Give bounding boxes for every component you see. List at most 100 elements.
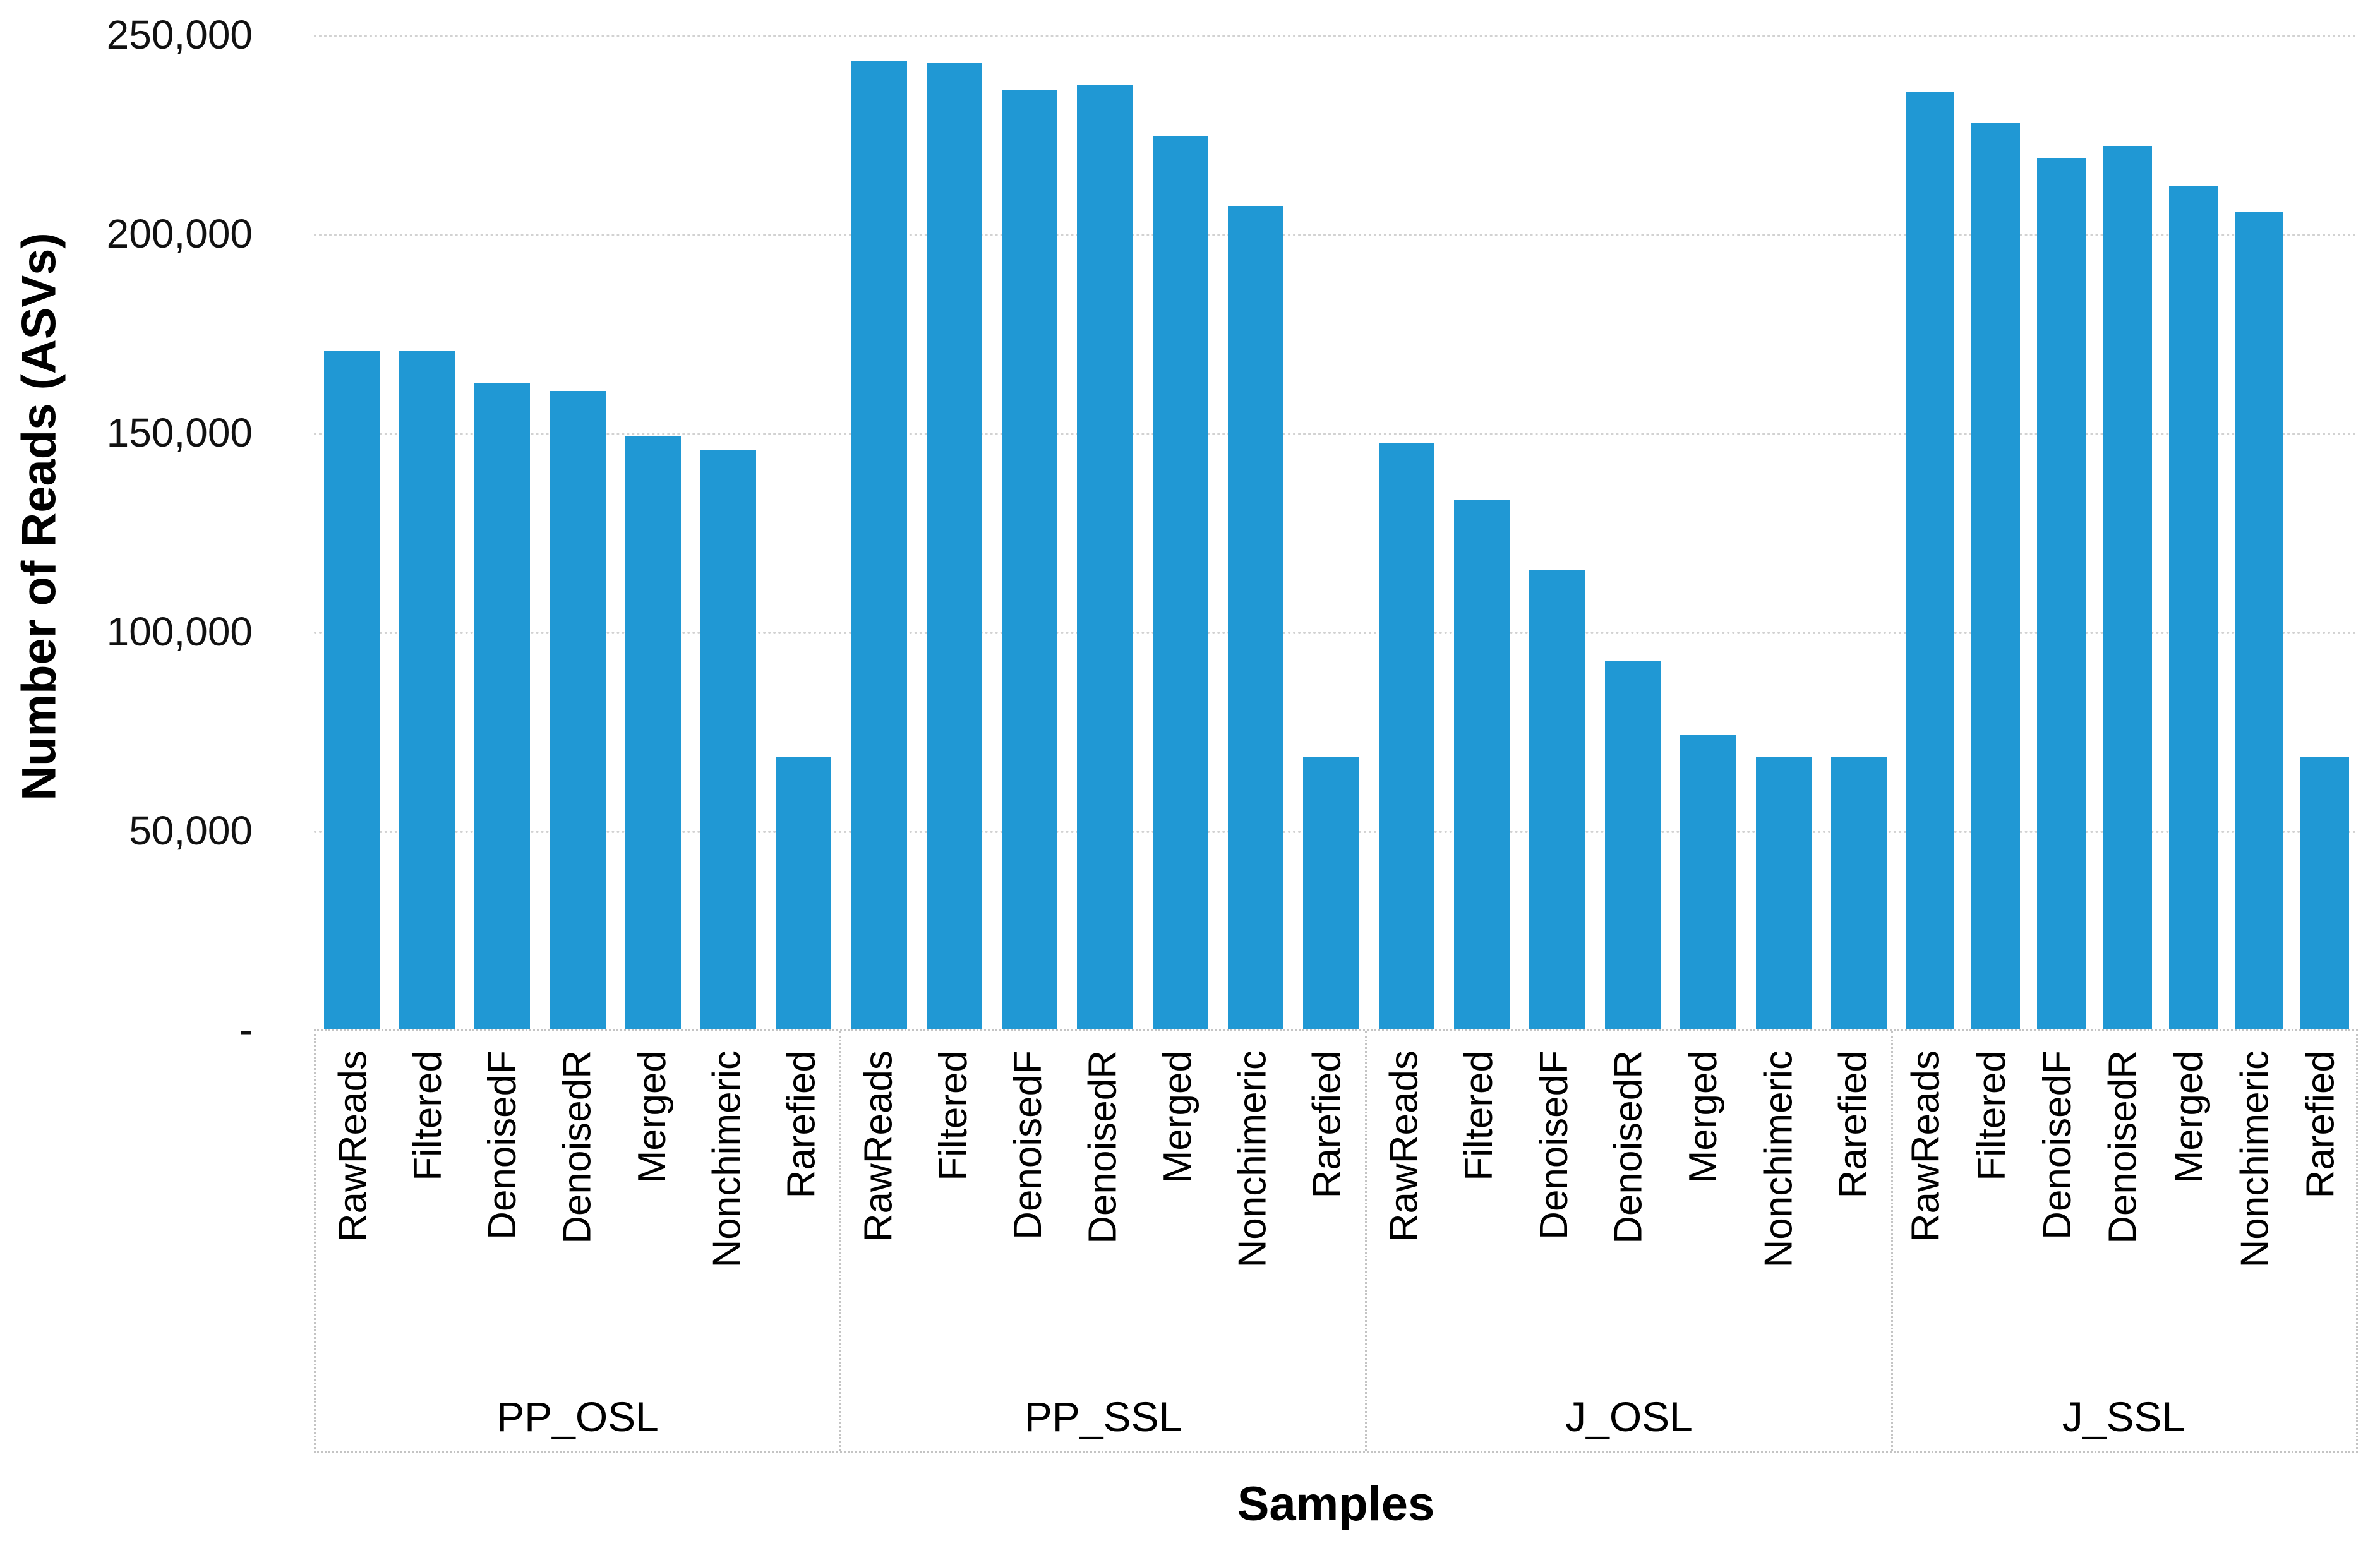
- group-label: J_OSL: [1565, 1393, 1693, 1440]
- group-label: PP_SSL: [1024, 1393, 1182, 1440]
- category-label: Nonchimeric: [705, 1050, 749, 1268]
- bar-slot: [1671, 35, 1746, 1029]
- category-label: Rarefied: [1305, 1050, 1349, 1199]
- bar-slot: [1067, 35, 1143, 1029]
- bar-J_SSL-Rarefied: [2300, 757, 2350, 1029]
- category-label: Nonchimeric: [1757, 1050, 1801, 1268]
- bar-slot: [1444, 35, 1519, 1029]
- bar-slot: [314, 35, 389, 1029]
- category-label: RawReads: [1382, 1050, 1426, 1242]
- category-label-slot: Merged: [1141, 1031, 1215, 1451]
- category-label-slot: RawReads: [1893, 1031, 1959, 1451]
- category-label: DenoisedF: [1006, 1050, 1050, 1240]
- bar-PP_SSL-Nonchimeric: [1227, 205, 1284, 1029]
- bar-J_OSL-Rarefied: [1831, 757, 1887, 1029]
- category-label-slot: Merged: [1666, 1031, 1741, 1451]
- bar-group-PP_OSL: [314, 35, 841, 1029]
- category-label: RawReads: [331, 1050, 375, 1242]
- category-label-slot: RawReads: [841, 1031, 916, 1451]
- bar-PP_SSL-Rarefied: [1303, 757, 1359, 1029]
- bar-slot: [1294, 35, 1369, 1029]
- gridline: [314, 234, 2358, 236]
- group-label: PP_OSL: [496, 1393, 659, 1440]
- category-label-slot: RawReads: [1367, 1031, 1442, 1451]
- category-label: DenoisedR: [1081, 1050, 1125, 1244]
- bar-slot: [1962, 35, 2028, 1029]
- bar-slot: [2292, 35, 2358, 1029]
- category-label-slot: Rarefied: [1816, 1031, 1891, 1451]
- category-label: DenoisedF: [1532, 1050, 1576, 1240]
- bar-slot: [1822, 35, 1897, 1029]
- bar-J_OSL-RawReads: [1378, 442, 1434, 1029]
- bar-J_SSL-DenoisedR: [2103, 146, 2152, 1029]
- category-label: Rarefied: [779, 1050, 824, 1199]
- bar-J_SSL-Filtered: [1971, 122, 2020, 1029]
- category-label-slot: DenoisedR: [540, 1031, 615, 1451]
- bar-slot: [992, 35, 1067, 1029]
- category-label: Filtered: [931, 1050, 975, 1181]
- category-label-slot: Nonchimeric: [1215, 1031, 1290, 1451]
- bar-slot: [540, 35, 615, 1029]
- bar-slot: [1746, 35, 1821, 1029]
- bar-PP_SSL-DenoisedR: [1077, 84, 1133, 1029]
- category-label: Rarefied: [2299, 1050, 2343, 1199]
- category-label-slot: Merged: [2156, 1031, 2222, 1451]
- category-label-slot: Filtered: [1959, 1031, 2024, 1451]
- bar-PP_OSL-Rarefied: [776, 757, 832, 1029]
- bar-PP_SSL-DenoisedF: [1002, 90, 1058, 1029]
- axis-group-box-PP_SSL: RawReads Filtered DenoisedF DenoisedR Merged…: [841, 1031, 1367, 1451]
- bar-J_OSL-Filtered: [1453, 500, 1510, 1029]
- bar-slot: [1520, 35, 1595, 1029]
- axis-group-box-J_SSL: RawReads Filtered DenoisedF DenoisedR Merged…: [1893, 1031, 2354, 1451]
- bar-slot: [1595, 35, 1670, 1029]
- bar-PP_OSL-RawReads: [323, 351, 380, 1029]
- bar-PP_SSL-Filtered: [926, 63, 983, 1029]
- x-axis-title: Samples: [1237, 1477, 1435, 1531]
- category-label: RawReads: [1904, 1050, 1948, 1242]
- bar-PP_OSL-Merged: [625, 436, 681, 1029]
- bar-slot: [389, 35, 464, 1029]
- category-label-slot: Nonchimeric: [1741, 1031, 1817, 1451]
- category-label: Merged: [1681, 1050, 1726, 1184]
- category-label-slot: RawReads: [316, 1031, 390, 1451]
- bar-J_SSL-Merged: [2168, 186, 2218, 1029]
- bar-J_OSL-DenoisedF: [1529, 570, 1585, 1029]
- category-label: DenoisedF: [2035, 1050, 2079, 1240]
- category-label: Nonchimeric: [2233, 1050, 2277, 1268]
- category-label-slot: Rarefied: [765, 1031, 839, 1451]
- bar-slot: [615, 35, 690, 1029]
- bar-groups: [314, 35, 2358, 1029]
- category-label: DenoisedF: [481, 1050, 525, 1240]
- category-label-slot: DenoisedF: [466, 1031, 540, 1451]
- bar-slot: [465, 35, 540, 1029]
- category-label-slot: DenoisedR: [1592, 1031, 1667, 1451]
- bar-slot: [2226, 35, 2292, 1029]
- category-label: Merged: [630, 1050, 674, 1184]
- category-label-slot: Filtered: [1442, 1031, 1517, 1451]
- category-label: DenoisedR: [1607, 1050, 1651, 1244]
- y-tick-label: 50,000: [129, 808, 253, 853]
- bar-PP_SSL-Merged: [1152, 136, 1208, 1029]
- gridline: [314, 632, 2358, 634]
- bar-PP_OSL-Nonchimeric: [700, 450, 757, 1029]
- bar-slot: [1218, 35, 1293, 1029]
- category-label-slot: Filtered: [390, 1031, 465, 1451]
- bar-slot: [2029, 35, 2095, 1029]
- bar-slot: [690, 35, 766, 1029]
- y-tick-label: -: [239, 1007, 253, 1052]
- bar-group-J_SSL: [1897, 35, 2358, 1029]
- category-label-slot: Rarefied: [1290, 1031, 1365, 1451]
- category-label: RawReads: [856, 1050, 901, 1242]
- bar-slot: [1897, 35, 1962, 1029]
- category-label-slot: DenoisedF: [1517, 1031, 1592, 1451]
- bar-J_OSL-Nonchimeric: [1755, 757, 1812, 1029]
- category-label: Filtered: [1457, 1050, 1501, 1181]
- category-label: Merged: [2167, 1050, 2211, 1184]
- bar-slot: [2160, 35, 2226, 1029]
- bar-slot: [841, 35, 917, 1029]
- bar-J_SSL-DenoisedF: [2037, 158, 2086, 1029]
- bar-PP_OSL-DenoisedR: [550, 390, 606, 1029]
- category-label-slot: Rarefied: [2288, 1031, 2354, 1451]
- bar-group-PP_SSL: [841, 35, 1369, 1029]
